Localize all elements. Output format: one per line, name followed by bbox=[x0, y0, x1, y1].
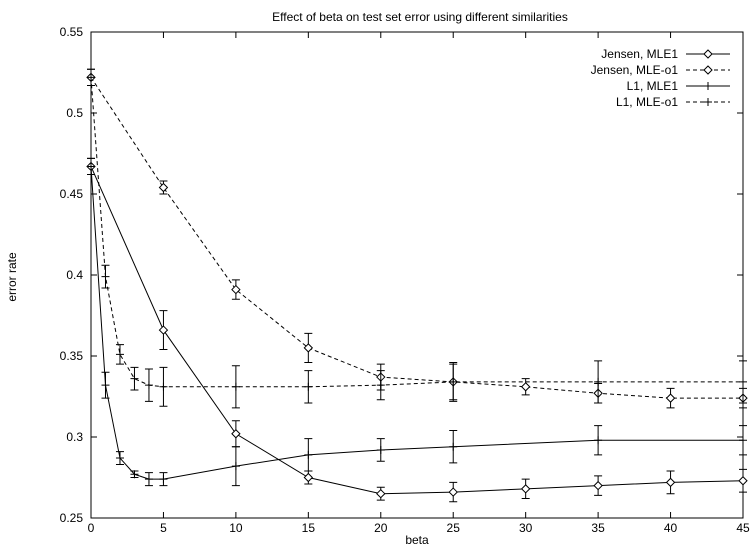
legend-entry-label: Jensen, MLE-o1 bbox=[591, 63, 679, 77]
y-tick-label: 0.4 bbox=[66, 268, 83, 282]
data-point-plus bbox=[115, 454, 124, 463]
y-tick-label: 0.25 bbox=[60, 511, 84, 525]
data-point-plus bbox=[376, 445, 385, 454]
x-tick-label: 30 bbox=[519, 521, 533, 535]
data-point-diamond bbox=[665, 477, 676, 488]
data-point-diamond bbox=[303, 472, 314, 483]
y-tick-label: 0.55 bbox=[60, 25, 84, 39]
y-tick-label: 0.35 bbox=[60, 349, 84, 363]
data-point-diamond bbox=[593, 480, 603, 491]
data-point-plus bbox=[87, 73, 95, 82]
y-axis-label: error rate bbox=[5, 252, 19, 302]
data-point-plus bbox=[144, 381, 153, 390]
series-1 bbox=[86, 157, 748, 503]
data-point-plus bbox=[594, 436, 603, 445]
x-tick-label: 5 bbox=[160, 521, 167, 535]
series-line bbox=[90, 77, 743, 388]
data-point-plus bbox=[159, 382, 168, 391]
x-tick-label: 35 bbox=[591, 521, 605, 535]
data-point-diamond bbox=[376, 488, 386, 499]
x-tick-label: 10 bbox=[229, 521, 243, 535]
data-point-plus bbox=[449, 377, 458, 386]
x-tick-label: 45 bbox=[736, 521, 750, 535]
x-tick-label: 40 bbox=[664, 521, 678, 535]
data-point-plus bbox=[376, 381, 385, 390]
legend: Jensen, MLE1 Jensen, MLE-o1 L1, MLE1 L1, ML… bbox=[591, 47, 730, 109]
data-point-plus bbox=[739, 377, 747, 386]
chart-title: Effect of beta on test set error using d… bbox=[272, 10, 568, 24]
y-tick-label: 0.45 bbox=[60, 187, 84, 201]
data-point-diamond bbox=[703, 49, 713, 59]
x-tick-label: 20 bbox=[374, 521, 388, 535]
series-line bbox=[90, 77, 743, 399]
series-2 bbox=[86, 68, 748, 409]
data-point-diamond bbox=[520, 484, 531, 494]
data-point-diamond bbox=[158, 325, 169, 335]
data-point-diamond bbox=[303, 343, 314, 353]
data-point-plus bbox=[130, 470, 139, 479]
data-point-plus bbox=[144, 475, 153, 484]
x-axis-label: beta bbox=[405, 533, 429, 547]
x-tick-label: 25 bbox=[447, 521, 461, 535]
x-tick-label: 15 bbox=[302, 521, 316, 535]
series-layer bbox=[86, 68, 748, 503]
data-point-plus bbox=[704, 98, 712, 106]
series-4 bbox=[87, 68, 747, 409]
legend-entry-label: Jensen, MLE1 bbox=[601, 47, 678, 61]
data-point-plus bbox=[594, 377, 603, 386]
data-point-diamond bbox=[703, 65, 713, 75]
legend-entry-label: L1, MLE1 bbox=[627, 79, 679, 93]
data-point-diamond bbox=[231, 429, 241, 439]
data-point-plus bbox=[87, 162, 95, 171]
data-point-plus bbox=[115, 350, 124, 359]
data-point-plus bbox=[449, 442, 458, 451]
data-point-plus bbox=[101, 272, 110, 281]
legend-entry-label: L1, MLE-o1 bbox=[616, 95, 678, 109]
data-point-plus bbox=[231, 462, 240, 471]
data-point-diamond bbox=[520, 382, 531, 392]
data-point-plus bbox=[101, 381, 110, 390]
data-point-diamond bbox=[665, 393, 676, 403]
series-line bbox=[90, 166, 744, 495]
data-point-plus bbox=[231, 382, 240, 391]
data-point-plus bbox=[304, 450, 313, 459]
y-axis: 0.25 0.3 0.35 0.4 0.45 0.5 0.55 bbox=[60, 25, 743, 525]
data-point-plus bbox=[739, 436, 747, 445]
y-tick-label: 0.3 bbox=[66, 430, 83, 444]
data-point-diamond bbox=[158, 182, 169, 193]
data-point-diamond bbox=[231, 284, 241, 295]
x-axis: 0 5 10 15 20 25 30 35 40 45 bbox=[88, 32, 750, 535]
data-point-plus bbox=[704, 82, 712, 90]
data-point-plus bbox=[304, 382, 313, 391]
x-tick-label: 0 bbox=[88, 521, 95, 535]
series-line bbox=[90, 166, 743, 480]
data-point-plus bbox=[159, 475, 168, 484]
data-point-diamond bbox=[448, 487, 458, 497]
data-point-diamond bbox=[738, 476, 748, 486]
y-tick-label: 0.5 bbox=[66, 106, 83, 120]
data-point-plus bbox=[130, 374, 139, 383]
series-3 bbox=[87, 157, 747, 487]
